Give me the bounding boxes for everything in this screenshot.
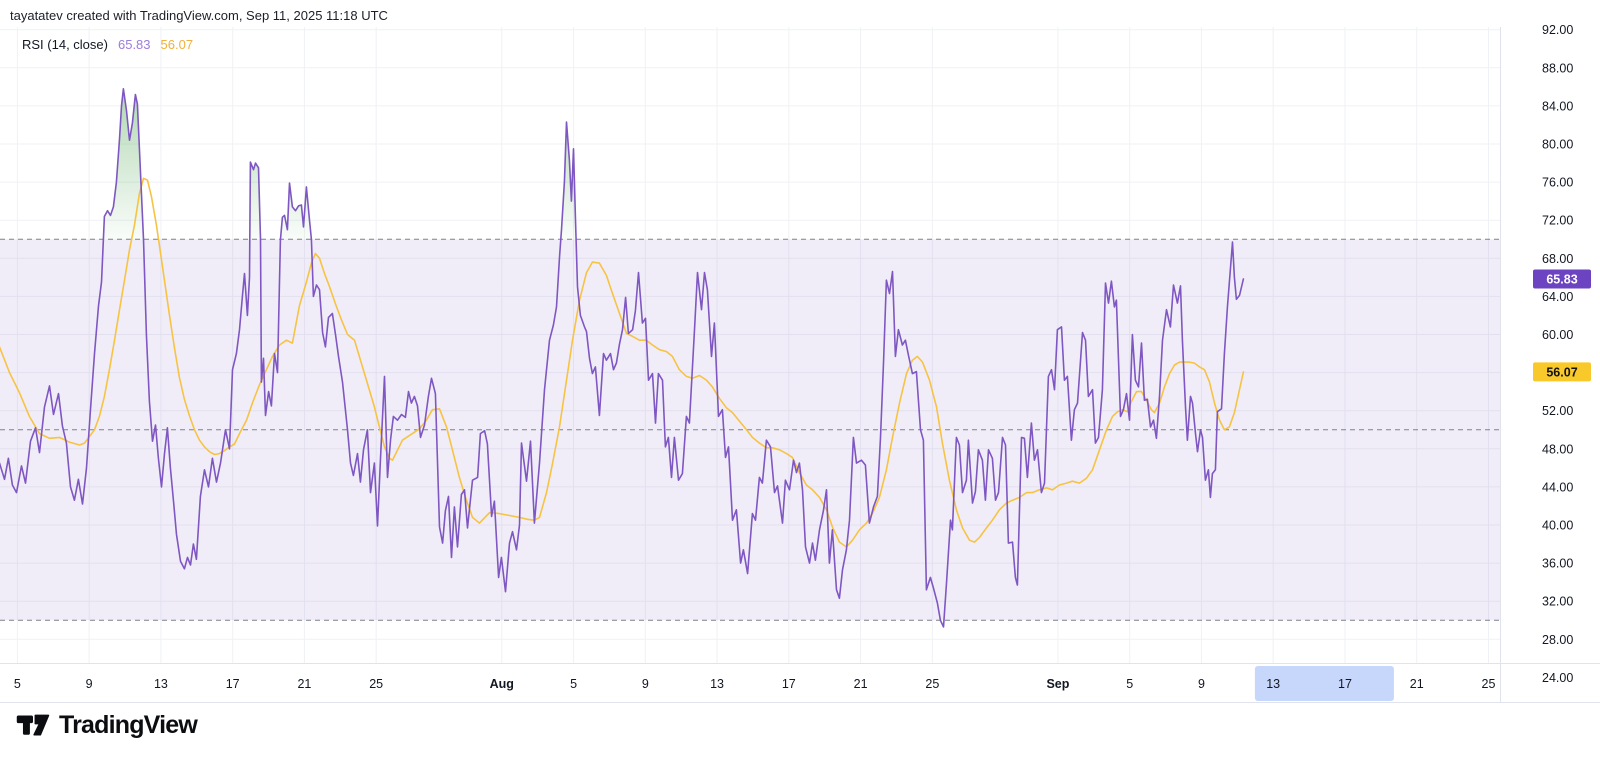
price-axis-label: 36.00 (1542, 557, 1573, 571)
time-axis-label: 17 (782, 677, 796, 691)
indicator-legend[interactable]: RSI (14, close) 65.83 56.07 (22, 37, 193, 52)
tradingview-logo[interactable]: TradingView (16, 711, 198, 740)
time-axis-label: 9 (86, 677, 93, 691)
price-axis[interactable]: 92.00 88.00 84.00 80.00 76.00 72.00 68.00 64.00… (1533, 23, 1591, 685)
price-axis-label: 88.00 (1542, 61, 1573, 75)
price-axis-label: 84.00 (1542, 99, 1573, 113)
rsi-line (0, 88, 1245, 628)
time-axis-label: 21 (297, 677, 311, 691)
time-axis-label: 25 (1482, 677, 1496, 691)
time-axis-label: 9 (642, 677, 649, 691)
time-axis[interactable]: 5 9 13 17 21 25 Aug 5 9 13 17 21 25 Sep 5 9 13 17 21 25 (14, 666, 1496, 701)
time-axis-label: 21 (1410, 677, 1424, 691)
time-axis-label: 5 (14, 677, 21, 691)
price-axis-label: 24.00 (1542, 671, 1573, 685)
time-axis-label: 17 (1338, 677, 1352, 691)
attribution-text: tayatatev created with TradingView.com, … (10, 8, 388, 23)
time-axis-label: 25 (925, 677, 939, 691)
time-axis-label: 21 (854, 677, 868, 691)
time-axis-label: 5 (570, 677, 577, 691)
price-axis-label: 92.00 (1542, 23, 1573, 37)
price-axis-label: 40.00 (1542, 519, 1573, 533)
time-axis-label: 13 (154, 677, 168, 691)
price-axis-label: 76.00 (1542, 176, 1573, 190)
price-axis-label: 72.00 (1542, 214, 1573, 228)
price-axis-label: 60.00 (1542, 328, 1573, 342)
price-axis-label: 32.00 (1542, 595, 1573, 609)
price-axis-label: 48.00 (1542, 442, 1573, 456)
time-axis-label: Sep (1046, 677, 1069, 691)
price-badge-rsi: 65.83 (1533, 269, 1591, 289)
time-axis-label: 17 (226, 677, 240, 691)
price-axis-label: 68.00 (1542, 252, 1573, 266)
tradingview-wordmark: TradingView (59, 711, 198, 739)
ma-last-value: 56.07 (160, 37, 194, 52)
time-axis-label: Aug (490, 677, 514, 691)
price-axis-label: 44.00 (1542, 480, 1573, 494)
svg-text:56.07: 56.07 (1546, 365, 1577, 379)
time-axis-label: 9 (1198, 677, 1205, 691)
price-badge-ma: 56.07 (1533, 362, 1591, 382)
tradingview-logo-icon (16, 714, 50, 736)
rsi-chart-canvas[interactable]: 5 9 13 17 21 25 Aug 5 9 13 17 21 25 Sep 5 9 13 17 21 25 92.0… (0, 0, 1600, 708)
price-axis-label: 64.00 (1542, 290, 1573, 304)
overbought-fill (0, 88, 1244, 240)
time-axis-label: 13 (710, 677, 724, 691)
indicator-title[interactable]: RSI (14, close) (22, 37, 108, 52)
time-axis-highlight[interactable] (1254, 666, 1394, 701)
time-axis-label: 5 (1126, 677, 1133, 691)
svg-text:65.83: 65.83 (1546, 272, 1577, 286)
price-axis-label: 80.00 (1542, 138, 1573, 152)
price-axis-label: 52.00 (1542, 404, 1573, 418)
time-axis-label: 25 (369, 677, 383, 691)
rsi-ma-line (0, 177, 1245, 548)
rsi-last-value: 65.83 (117, 37, 151, 52)
time-axis-label: 13 (1266, 677, 1280, 691)
price-axis-label: 28.00 (1542, 633, 1573, 647)
